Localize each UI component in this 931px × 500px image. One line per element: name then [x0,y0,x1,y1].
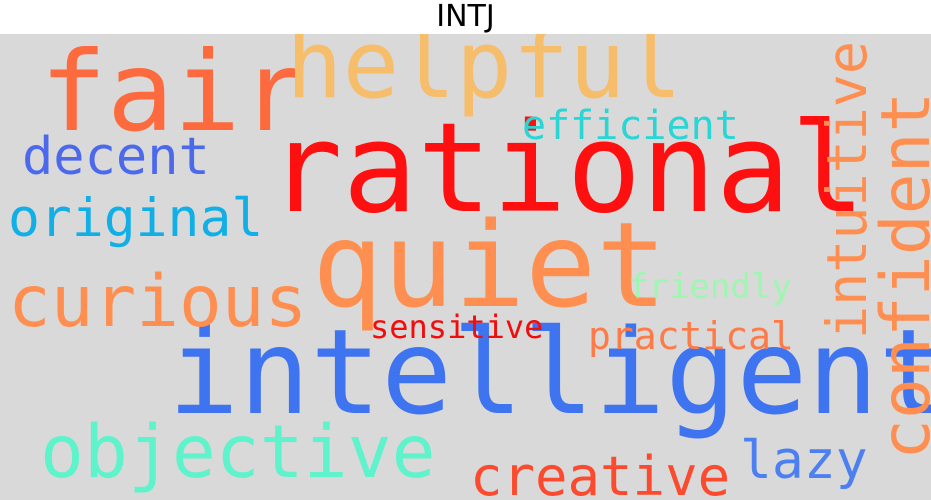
word-objective: objective [40,410,436,495]
word-confident: confident [867,91,931,460]
word-sensitive: sensitive [370,308,544,346]
word-cloud: rational intelligent quiet fair helpful … [0,34,931,500]
word-practical: practical [588,314,794,358]
word-intuitive: intuitive [815,40,879,339]
word-quiet: quiet [312,196,668,334]
word-lazy: lazy [740,430,868,491]
word-efficient: efficient [522,103,739,149]
word-fair: fair [40,34,308,157]
chart-title: INTJ [436,0,495,34]
word-creative: creative [470,445,731,500]
word-helpful: helpful [286,34,683,120]
word-original: original [8,188,264,249]
word-intelligent: intelligent [168,303,931,441]
word-rational: rational [268,97,866,241]
word-curious: curious [8,260,308,343]
word-friendly: friendly [628,267,792,307]
word-decent: decent [22,127,210,187]
